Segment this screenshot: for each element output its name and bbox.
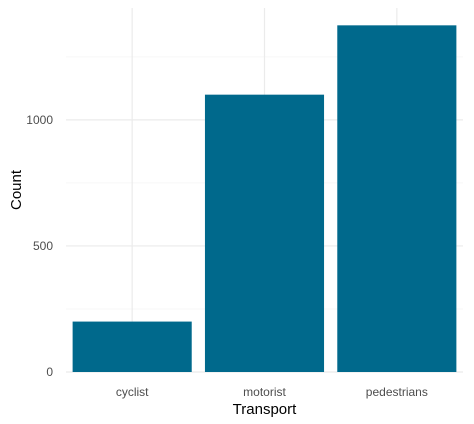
y-tick-label: 1000	[26, 113, 53, 127]
x-axis-title: Transport	[233, 401, 297, 418]
x-tick-label: motorist	[243, 385, 286, 399]
y-tick-labels: 0 500 1000	[26, 113, 53, 379]
bars-layer	[72, 25, 457, 373]
x-tick-labels: cyclist motorist pedestrians	[116, 385, 428, 399]
bar-cyclist	[72, 321, 192, 372]
bar-motorist	[204, 94, 325, 373]
bar-pedestrians	[337, 25, 457, 372]
y-tick-label: 0	[46, 365, 53, 379]
x-tick-label: pedestrians	[366, 385, 428, 399]
y-tick-label: 500	[33, 239, 53, 253]
x-tick-label: cyclist	[116, 385, 149, 399]
y-axis-title: Count	[8, 169, 25, 210]
